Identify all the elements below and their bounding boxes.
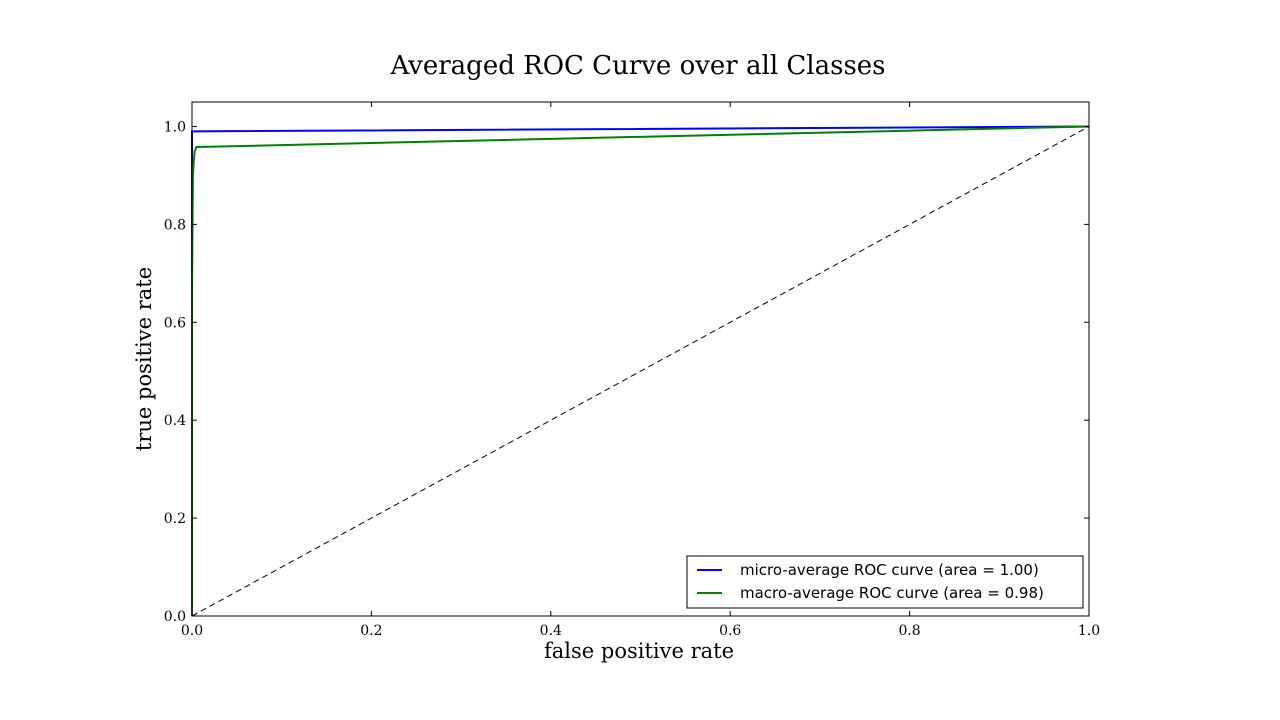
chart-title: Averaged ROC Curve over all Classes bbox=[389, 51, 885, 81]
x-tick-label: 0.0 bbox=[181, 623, 203, 639]
x-axis-label: false positive rate bbox=[544, 639, 734, 663]
plot-area: 0.0 0.2 0.4 0.6 0.8 1.0 0.0 0.2 0.4 0.6 0.8 1.0 bbox=[164, 101, 1100, 639]
x-tick-label: 0.8 bbox=[898, 623, 920, 639]
y-tick-label: 0.2 bbox=[164, 511, 186, 527]
x-tick-label: 1.0 bbox=[1078, 623, 1100, 639]
legend: micro-average ROC curve (area = 1.00) ma… bbox=[686, 555, 1084, 609]
series-layer bbox=[191, 125, 1090, 617]
legend-box bbox=[686, 555, 1084, 609]
y-tick-label: 0.4 bbox=[164, 413, 186, 429]
y-tick-label: 1.0 bbox=[164, 119, 186, 135]
legend-label-micro: micro-average ROC curve (area = 1.00) bbox=[740, 561, 1039, 579]
legend-label-macro: macro-average ROC curve (area = 0.98) bbox=[740, 584, 1044, 602]
x-tick-label: 0.4 bbox=[540, 623, 562, 639]
plot-frame bbox=[191, 101, 1090, 617]
y-axis-label: true positive rate bbox=[132, 267, 156, 451]
y-tick-label: 0.8 bbox=[164, 217, 186, 233]
y-tick-label: 0.0 bbox=[164, 609, 186, 625]
x-tick-label: 0.2 bbox=[360, 623, 382, 639]
chance-diagonal-line bbox=[191, 126, 1090, 617]
y-tick-label: 0.6 bbox=[164, 315, 186, 331]
ticks-layer: 0.0 0.2 0.4 0.6 0.8 1.0 0.0 0.2 0.4 0.6 0.8 1.0 bbox=[164, 102, 1100, 639]
x-tick-label: 0.6 bbox=[719, 623, 741, 639]
